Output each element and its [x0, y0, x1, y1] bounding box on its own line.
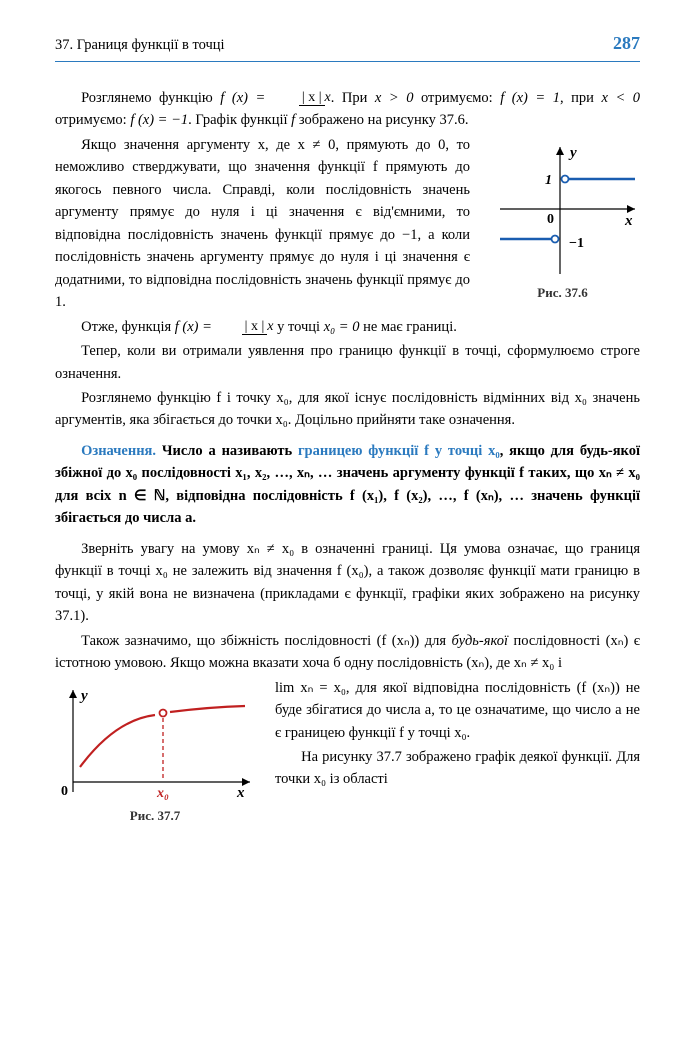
header-title: 37. Границя функції в точці: [55, 34, 225, 56]
fx-lhs: f (x) =: [175, 319, 216, 335]
text: Число a називають: [156, 443, 298, 459]
label-m1: −1: [569, 236, 584, 251]
definition-label: Означення.: [81, 443, 156, 459]
curve-right: [170, 706, 245, 712]
fig-caption-37-7: Рис. 37.7: [55, 806, 255, 826]
text: отримуємо:: [55, 112, 130, 128]
text: зображено на рисунку 37.6.: [295, 112, 468, 128]
label-x: x: [236, 785, 245, 801]
text: . При: [331, 90, 375, 106]
label-y: y: [79, 688, 88, 704]
definition-block: Означення. Число a називають границею фу…: [55, 440, 640, 530]
text: Розглянемо функцію: [81, 90, 220, 106]
cond: x > 0: [375, 90, 414, 106]
fig-caption-37-6: Рис. 37.6: [485, 283, 640, 303]
fx-lhs: f (x) =: [220, 90, 273, 106]
curve-left: [80, 715, 155, 767]
label-1: 1: [545, 173, 552, 188]
text: отримуємо:: [413, 90, 500, 106]
cond: x < 0: [601, 90, 640, 106]
text: у точці: [277, 319, 324, 335]
paragraph-5: Розглянемо функцію f і точку x₀, для яко…: [55, 387, 640, 432]
lim-expr: lim xₙ = x₀: [275, 680, 346, 696]
definition-term: границею функції f у точці x₀: [298, 443, 500, 459]
label-x: x: [624, 213, 633, 229]
label-0: 0: [61, 784, 68, 799]
x-arrow: [627, 205, 635, 213]
page-header: 37. Границя функції в точці 287: [55, 30, 640, 62]
page-number: 287: [613, 30, 640, 58]
y-arrow: [556, 147, 564, 155]
label-x0: x₀: [156, 786, 169, 801]
label-y: y: [568, 145, 577, 161]
text: Отже, функція: [81, 319, 175, 335]
figure-37-6: 1 −1 0 x y Рис. 37.6: [485, 139, 640, 303]
x0: x₀ = 0: [324, 319, 360, 335]
graph-37-6: 1 −1 0 x y: [485, 139, 640, 279]
paragraph-6: Зверніть увагу на умову xₙ ≠ x₀ в означе…: [55, 538, 640, 628]
text: , при: [560, 90, 601, 106]
fraction: | x |x: [273, 91, 331, 106]
text: . Графік функції: [188, 112, 291, 128]
figure-37-7: 0 x₀ x y Рис. 37.7: [55, 682, 255, 826]
open-point: [160, 709, 167, 716]
numerator: | x |: [299, 90, 325, 106]
open-point-upper: [562, 175, 569, 182]
definition-text: Означення. Число a називають границею фу…: [55, 440, 640, 530]
paragraph-4: Тепер, коли ви отримали уявлення про гра…: [55, 340, 640, 385]
val: f (x) = 1: [500, 90, 560, 106]
text: Також зазначимо, що збіжність послідовно…: [81, 633, 451, 649]
denominator: x: [267, 319, 273, 334]
y-arrow: [69, 690, 77, 698]
paragraph-7: Також зазначимо, що збіжність послідовно…: [55, 630, 640, 675]
fraction: | x |x: [216, 320, 274, 335]
val: f (x) = −1: [130, 112, 188, 128]
paragraph-1: Розглянемо функцію f (x) = | x |x. При x…: [55, 87, 640, 132]
graph-37-7: 0 x₀ x y: [55, 682, 255, 802]
paragraph-3: Отже, функція f (x) = | x |x у точці x₀ …: [55, 316, 640, 338]
emph: будь-якої: [451, 633, 508, 649]
text: не має границі.: [359, 319, 456, 335]
numerator: | x |: [242, 319, 268, 335]
open-point-lower: [552, 235, 559, 242]
label-0: 0: [547, 212, 554, 227]
